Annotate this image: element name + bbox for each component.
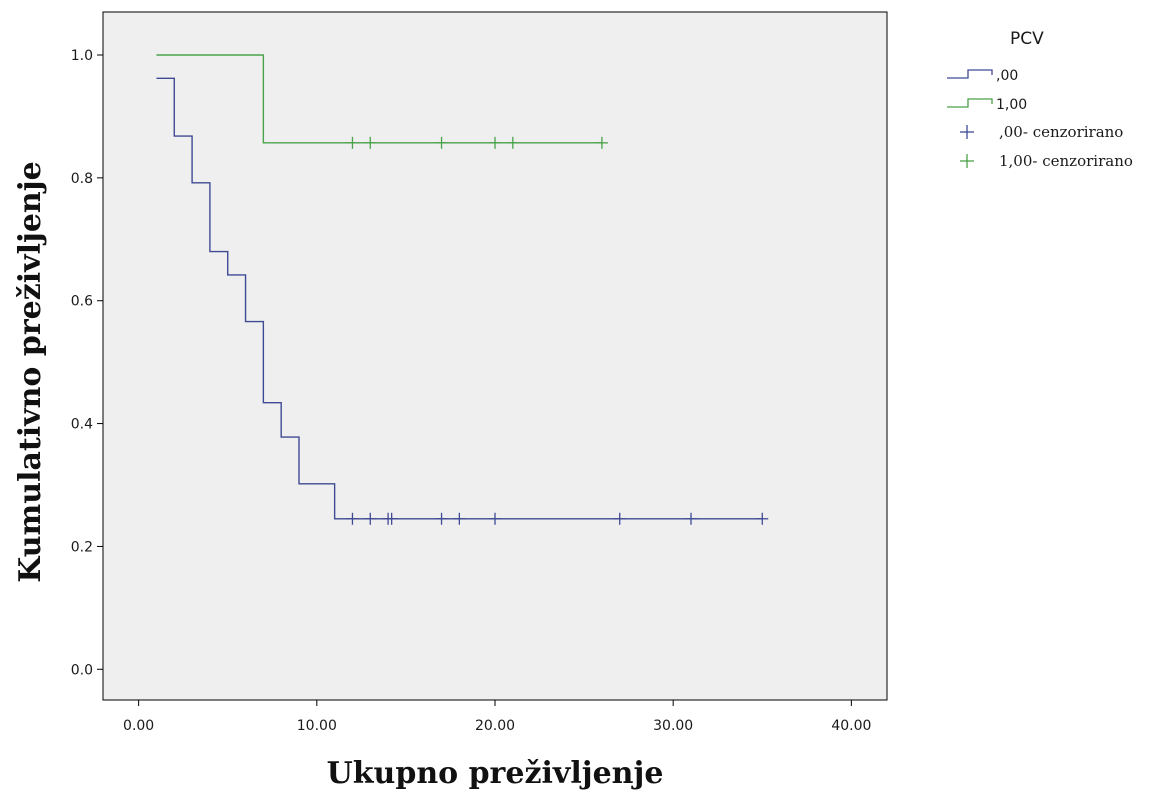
x-tick-label: 40.00 <box>831 718 871 734</box>
y-tick-label: 0.8 <box>71 171 93 187</box>
legend: PCV ,00 1,00 ,00- cenzorirano 1,00- cenzori… <box>947 29 1133 170</box>
legend-step-icon <box>947 69 993 79</box>
censor-mark <box>595 136 608 149</box>
legend-entry: 1,00- cenzorirano <box>960 152 1133 170</box>
legend-label: 1,00 <box>996 97 1027 113</box>
legend-label: ,00- cenzorirano <box>999 123 1123 141</box>
censor-mark <box>364 136 377 149</box>
censor-mark <box>435 512 448 525</box>
legend-label: ,00 <box>996 68 1018 84</box>
series-line-0 <box>156 77 763 520</box>
x-axis-title: Ukupno preživljenje <box>327 756 664 791</box>
censor-mark <box>613 512 626 525</box>
y-axis-title: Kumulativno preživljenje <box>13 161 48 582</box>
series-line-1 <box>156 54 602 144</box>
censor-mark <box>453 512 466 525</box>
censor-mark <box>435 136 448 149</box>
legend-step-icon <box>947 98 993 108</box>
y-tick-label: 1.0 <box>71 48 93 64</box>
legend-label: 1,00- cenzorirano <box>999 152 1133 170</box>
censor-mark <box>489 512 501 525</box>
censor-mark <box>364 512 377 525</box>
censor-mark <box>346 136 359 149</box>
legend-entry: ,00 <box>947 68 1018 84</box>
y-tick-label: 0.2 <box>71 539 93 555</box>
x-tick-label: 0.00 <box>123 718 154 734</box>
censor-mark <box>506 136 519 149</box>
legend-title: PCV <box>1010 29 1044 49</box>
y-tick-label: 0.4 <box>71 417 93 433</box>
y-tick-label: 0.6 <box>71 294 93 310</box>
x-tick-label: 10.00 <box>297 718 337 734</box>
x-tick-label: 30.00 <box>653 718 693 734</box>
censor-mark <box>385 512 398 525</box>
axes-layer: 0.00 10.00 20.00 30.00 40.00 0.0 0.2 0.4 0.6 0.8 1… <box>71 48 872 734</box>
y-tick-label: 0.0 <box>71 662 93 678</box>
legend-entry: ,00- cenzorirano <box>960 123 1123 141</box>
plot-area <box>102 11 888 701</box>
censor-mark <box>685 512 697 525</box>
x-tick-label: 20.00 <box>475 718 515 734</box>
censor-mark <box>756 512 769 525</box>
censor-mark <box>346 512 359 525</box>
series-layer <box>156 54 769 525</box>
censor-mark <box>489 136 501 149</box>
legend-entry: 1,00 <box>947 97 1027 113</box>
